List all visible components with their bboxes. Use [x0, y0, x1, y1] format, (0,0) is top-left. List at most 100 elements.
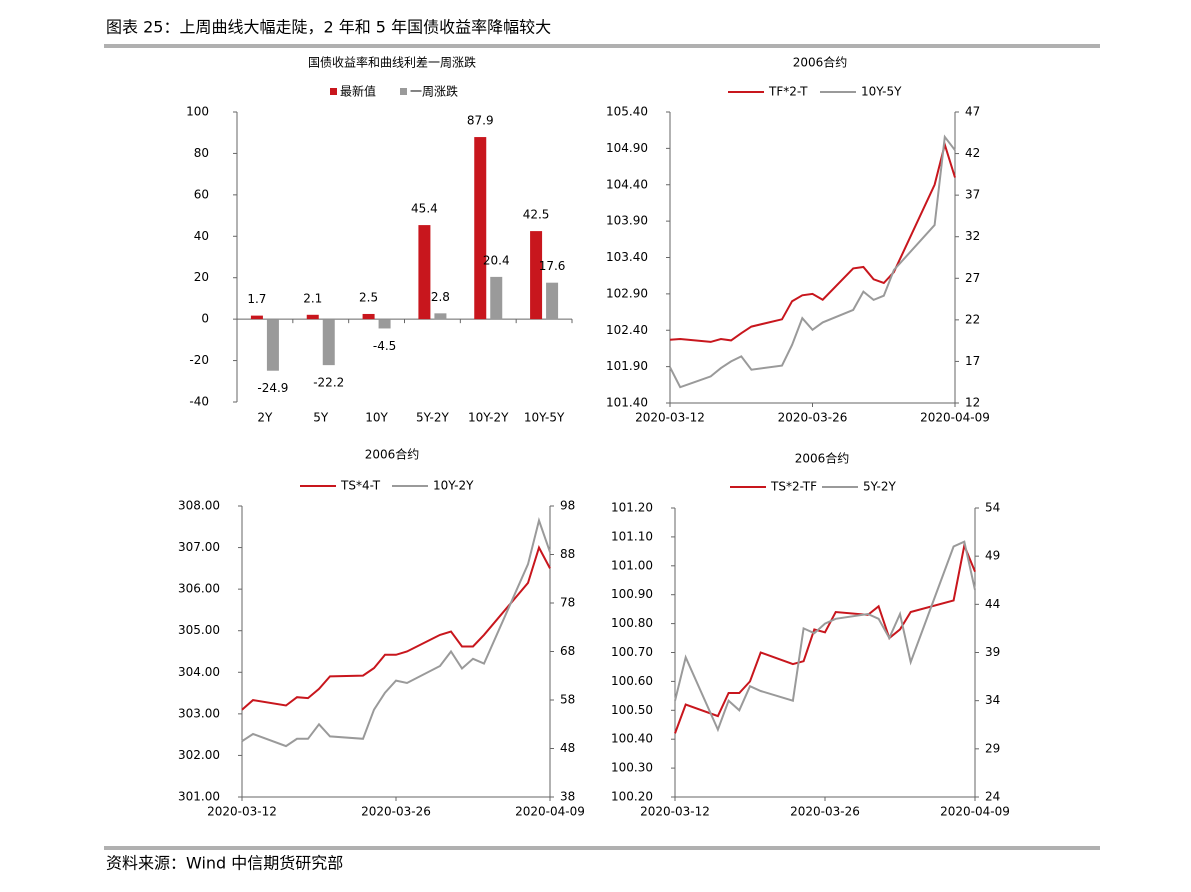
legend-label: TF*2-T	[768, 85, 808, 99]
y-tick-label: 103.40	[606, 250, 648, 264]
y-tick-label: 101.20	[611, 501, 653, 515]
x-tick-label: 2020-04-09	[515, 805, 585, 819]
x-tick-label: 2020-04-09	[920, 411, 990, 425]
y-tick-label: 100.80	[611, 616, 653, 630]
y-tick-label: 0	[201, 312, 209, 326]
y-tick-label: 60	[194, 187, 209, 201]
line-series	[669, 134, 956, 389]
y2-tick-label: 34	[985, 693, 1000, 707]
y2-tick-label: 27	[965, 271, 980, 285]
footer-rule	[104, 846, 1100, 850]
y-tick-label: 100	[186, 105, 209, 119]
line-series	[674, 540, 976, 733]
value-label: 87.9	[467, 114, 494, 128]
legend-label: 10Y-2Y	[433, 479, 474, 493]
x-tick-label: 10Y	[365, 411, 388, 425]
x-tick-label: 5Y	[313, 411, 329, 425]
value-label: 42.5	[523, 208, 550, 222]
y2-tick-label: 58	[560, 693, 575, 707]
x-tick-label: 2020-03-26	[361, 805, 431, 819]
y2-tick-label: 29	[985, 741, 1000, 755]
y-tick-label: 308.00	[178, 499, 220, 513]
line-series	[669, 141, 956, 343]
y2-tick-label: 44	[985, 597, 1000, 611]
x-tick-label: 10Y-5Y	[524, 411, 565, 425]
y2-tick-label: 38	[560, 790, 575, 804]
y-tick-label: 306.00	[178, 582, 220, 596]
legend-swatch	[330, 88, 337, 95]
y-tick-label: 100.60	[611, 674, 653, 688]
x-tick-label: 2020-03-12	[635, 411, 705, 425]
y2-tick-label: 22	[965, 312, 980, 326]
line-series	[241, 545, 551, 711]
value-label: 45.4	[411, 202, 438, 216]
bar	[306, 314, 319, 320]
legend-swatch	[400, 88, 407, 95]
value-label: 17.6	[539, 259, 566, 273]
x-tick-label: 5Y-2Y	[416, 411, 450, 425]
x-tick-label: 2020-03-26	[790, 805, 860, 819]
x-tick-label: 2020-04-09	[940, 805, 1010, 819]
value-label: -4.5	[373, 339, 396, 353]
bar	[530, 231, 543, 320]
y2-tick-label: 78	[560, 596, 575, 610]
y-tick-label: 103.90	[606, 214, 648, 228]
y2-tick-label: 68	[560, 644, 575, 658]
source-note: 资料来源：Wind 中信期货研究部	[106, 854, 343, 873]
bar	[322, 319, 335, 366]
y-tick-label: 101.90	[606, 359, 648, 373]
y-tick-label: 102.40	[606, 323, 648, 337]
y2-tick-label: 37	[965, 188, 980, 202]
y2-tick-label: 24	[985, 790, 1000, 804]
y-tick-label: 102.90	[606, 286, 648, 300]
y-tick-label: -40	[189, 395, 209, 409]
x-tick-label: 2020-03-12	[207, 805, 277, 819]
chart-title: 2006合约	[795, 451, 850, 466]
chart-title: 国债收益率和曲线利差一周涨跌	[308, 55, 476, 70]
y-tick-label: 302.00	[178, 748, 220, 762]
y-tick-label: 104.90	[606, 141, 648, 155]
value-label: -22.2	[313, 376, 344, 390]
y-tick-label: 100.70	[611, 645, 653, 659]
y-tick-label: 301.00	[178, 790, 220, 804]
y-tick-label: 105.40	[606, 105, 648, 119]
y-tick-label: 101.10	[611, 529, 653, 543]
y2-tick-label: 48	[560, 741, 575, 755]
value-label: 2.8	[431, 290, 450, 304]
y-tick-label: 307.00	[178, 540, 220, 554]
legend-label: 最新值	[340, 84, 376, 99]
y-tick-label: 100.40	[611, 732, 653, 746]
y2-tick-label: 39	[985, 645, 1000, 659]
line-series	[241, 517, 551, 748]
bar	[434, 313, 447, 320]
legend-label: TS*2-TF	[770, 480, 817, 494]
y-tick-label: 80	[194, 146, 209, 160]
y-tick-label: 305.00	[178, 623, 220, 637]
figure-title: 图表 25：上周曲线大幅走陡，2 年和 5 年国债收益率降幅较大	[106, 18, 551, 37]
value-label: -24.9	[257, 381, 288, 395]
legend-label: TS*4-T	[340, 479, 381, 493]
y-tick-label: -20	[189, 353, 209, 367]
y-tick-label: 101.40	[606, 396, 648, 410]
x-tick-label: 10Y-2Y	[468, 411, 509, 425]
y-tick-label: 100.30	[611, 761, 653, 775]
x-tick-label: 2020-03-26	[778, 411, 848, 425]
y2-tick-label: 98	[560, 499, 575, 513]
bar	[546, 282, 559, 320]
y2-tick-label: 49	[985, 549, 1000, 563]
y-tick-label: 101.00	[611, 558, 653, 572]
y2-tick-label: 47	[965, 105, 980, 119]
x-tick-label: 2Y	[257, 411, 273, 425]
chart-title: 2006合约	[793, 55, 848, 70]
value-label: 2.1	[303, 291, 322, 305]
y-tick-label: 40	[194, 229, 209, 243]
y2-tick-label: 54	[985, 501, 1000, 515]
y2-tick-label: 32	[965, 229, 980, 243]
bar	[418, 225, 431, 320]
legend-label: 5Y-2Y	[863, 480, 897, 494]
y2-tick-label: 17	[965, 354, 980, 368]
bar	[490, 276, 503, 320]
header-rule	[104, 44, 1100, 48]
y-tick-label: 20	[194, 270, 209, 284]
